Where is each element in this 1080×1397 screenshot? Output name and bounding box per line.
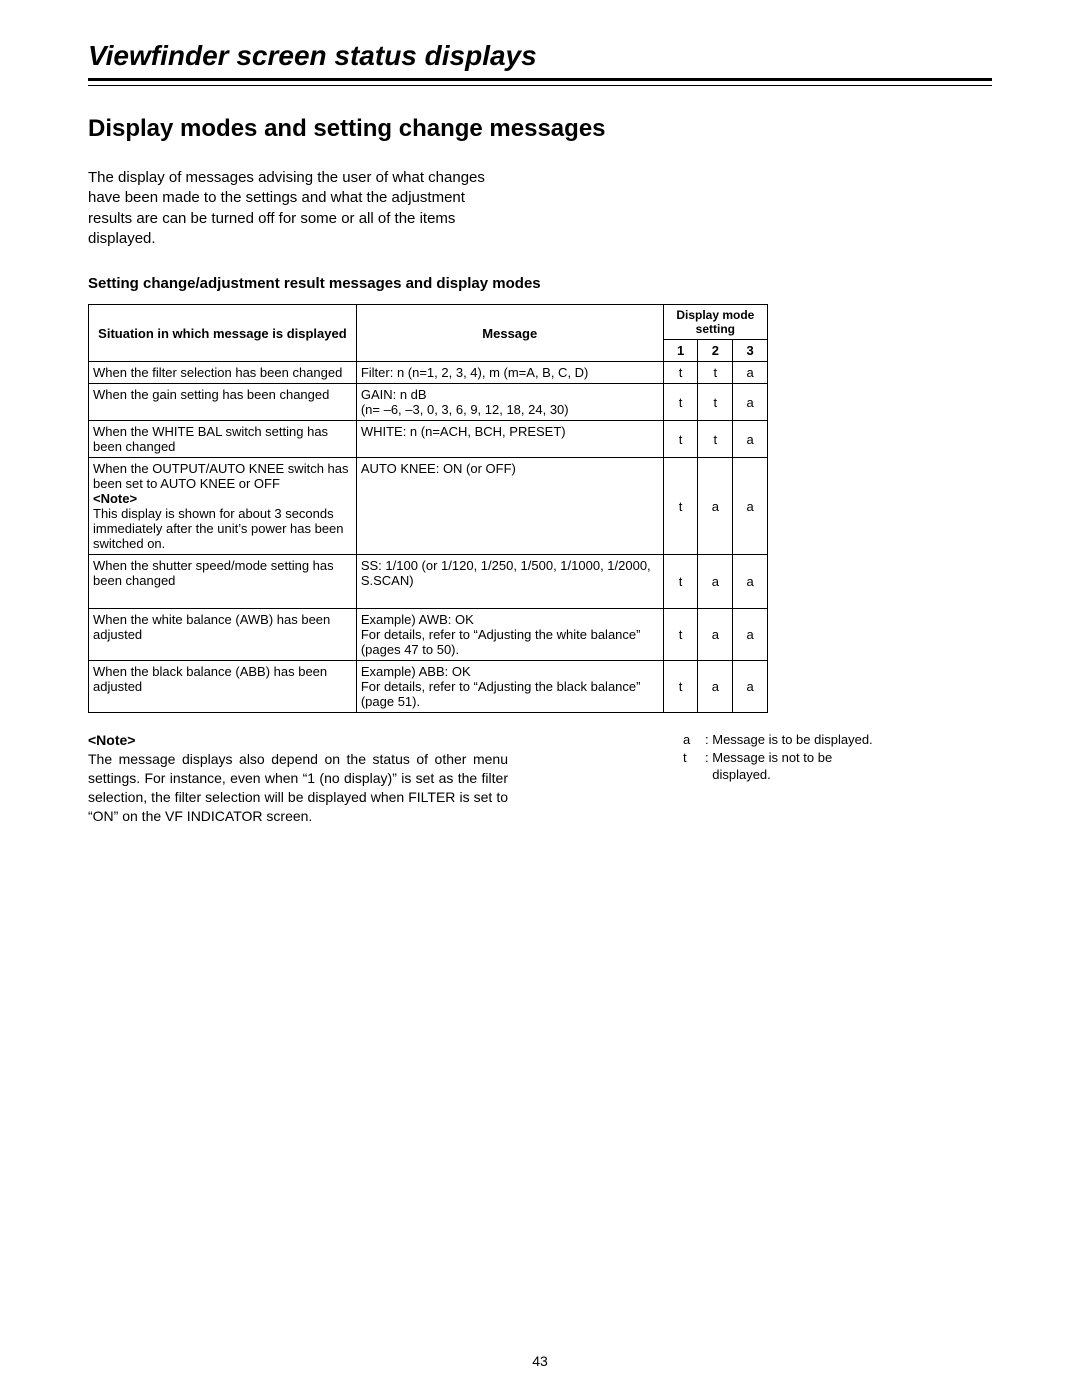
note-text: The message displays also depend on the …: [88, 751, 508, 824]
cell-message: Example) ABB: OK For details, refer to “…: [356, 661, 663, 713]
cell-message: GAIN: n dB (n= –6, –3, 0, 3, 6, 9, 12, 1…: [356, 384, 663, 421]
cell-mode-3: a: [733, 609, 768, 661]
th-situation: Situation in which message is displayed: [89, 305, 357, 362]
cell-mode-1: t: [663, 609, 698, 661]
cell-situation: When the OUTPUT/AUTO KNEE switch has bee…: [89, 458, 357, 555]
page-title: Viewfinder screen status displays: [88, 40, 992, 72]
cell-mode-3: a: [733, 362, 768, 384]
table-row: When the filter selection has been chang…: [89, 362, 768, 384]
cell-mode-2: a: [698, 609, 733, 661]
table-row: When the gain setting has been changedGA…: [89, 384, 768, 421]
cell-mode-3: a: [733, 384, 768, 421]
cell-situation: When the WHITE BAL switch setting has be…: [89, 421, 357, 458]
legend-yes: a : Message is to be displayed.: [683, 731, 892, 749]
th-mode-2: 2: [698, 340, 733, 362]
legend-yes-symbol: a: [683, 731, 705, 749]
cell-mode-1: t: [663, 458, 698, 555]
cell-message: Filter: n (n=1, 2, 3, 4), m (m=A, B, C, …: [356, 362, 663, 384]
legend-colon: :: [705, 731, 712, 749]
cell-situation: When the black balance (ABB) has been ad…: [89, 661, 357, 713]
table-row: When the black balance (ABB) has been ad…: [89, 661, 768, 713]
cell-situation: When the gain setting has been changed: [89, 384, 357, 421]
th-mode-group: Display mode setting: [663, 305, 767, 340]
table-row: When the OUTPUT/AUTO KNEE switch has bee…: [89, 458, 768, 555]
cell-message: SS: 1/100 (or 1/120, 1/250, 1/500, 1/100…: [356, 555, 663, 609]
cell-mode-2: t: [698, 421, 733, 458]
intro-paragraph: The display of messages advising the use…: [88, 168, 508, 249]
cell-mode-1: t: [663, 421, 698, 458]
cell-mode-2: t: [698, 362, 733, 384]
cell-mode-2: t: [698, 384, 733, 421]
cell-mode-3: a: [733, 661, 768, 713]
legend-colon: :: [705, 749, 712, 784]
page-number: 43: [0, 1353, 1080, 1369]
section-title: Display modes and setting change message…: [88, 114, 992, 144]
legend-no-symbol: t: [683, 749, 705, 784]
th-mode-1: 1: [663, 340, 698, 362]
th-message: Message: [356, 305, 663, 362]
cell-message: WHITE: n (n=ACH, BCH, PRESET): [356, 421, 663, 458]
cell-mode-3: a: [733, 458, 768, 555]
legend-no-text: Message is not to be displayed.: [712, 749, 892, 784]
cell-mode-3: a: [733, 555, 768, 609]
cell-message: AUTO KNEE: ON (or OFF): [356, 458, 663, 555]
legend-no: t : Message is not to be displayed.: [683, 749, 892, 784]
cell-mode-2: a: [698, 661, 733, 713]
cell-mode-3: a: [733, 421, 768, 458]
table-row: When the WHITE BAL switch setting has be…: [89, 421, 768, 458]
cell-message: Example) AWB: OK For details, refer to “…: [356, 609, 663, 661]
page: Viewfinder screen status displays Displa…: [0, 0, 1080, 1397]
table-row: When the white balance (AWB) has been ad…: [89, 609, 768, 661]
messages-table: Situation in which message is displayed …: [88, 304, 768, 713]
title-rule: [88, 78, 992, 86]
subhead: Setting change/adjustment result message…: [88, 275, 992, 292]
table-head: Situation in which message is displayed …: [89, 305, 768, 362]
cell-mode-1: t: [663, 661, 698, 713]
cell-mode-2: a: [698, 555, 733, 609]
cell-mode-1: t: [663, 384, 698, 421]
cell-situation: When the shutter speed/mode setting has …: [89, 555, 357, 609]
table-body: When the filter selection has been chang…: [89, 362, 768, 713]
legend: a : Message is to be displayed. t : Mess…: [683, 731, 892, 825]
cell-situation: When the white balance (AWB) has been ad…: [89, 609, 357, 661]
table-row: When the shutter speed/mode setting has …: [89, 555, 768, 609]
note-block: <Note> The message displays also depend …: [88, 731, 508, 825]
cell-mode-1: t: [663, 555, 698, 609]
note-label: <Note>: [88, 732, 135, 748]
bottom-wrap: <Note> The message displays also depend …: [88, 731, 992, 825]
th-mode-3: 3: [733, 340, 768, 362]
cell-situation: When the filter selection has been chang…: [89, 362, 357, 384]
section-title-text: Display modes and setting change message…: [88, 115, 606, 142]
cell-mode-2: a: [698, 458, 733, 555]
legend-yes-text: Message is to be displayed.: [712, 731, 872, 749]
cell-mode-1: t: [663, 362, 698, 384]
